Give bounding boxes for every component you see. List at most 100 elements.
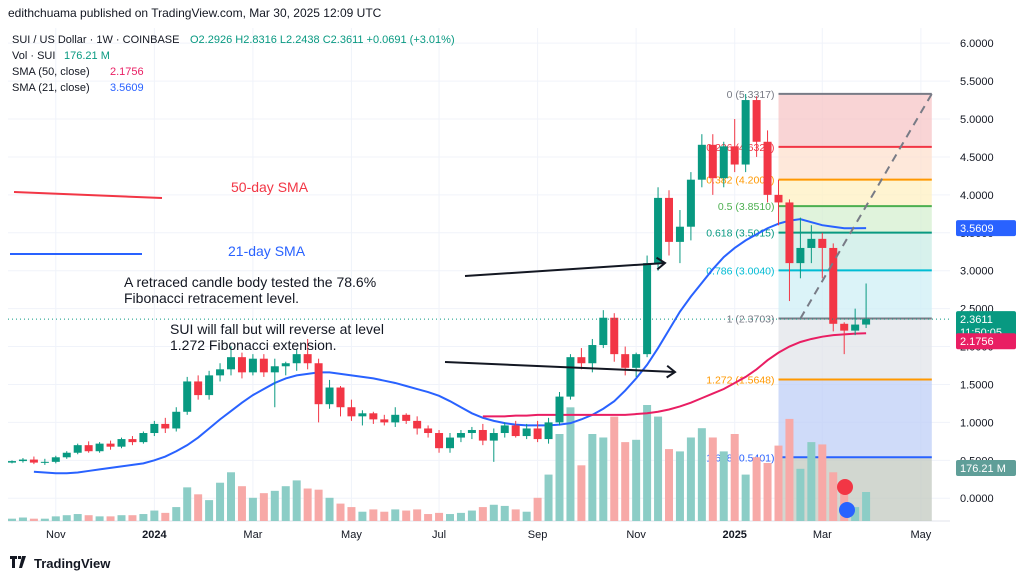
- economic-event-icon: [839, 502, 855, 518]
- annotation-arrow-extension-head: [666, 364, 677, 379]
- volume-bar: [697, 428, 706, 521]
- volume-bar: [610, 416, 619, 521]
- volume-bar: [391, 509, 400, 521]
- candle-body: [303, 354, 312, 364]
- candle-body: [194, 381, 203, 396]
- volume-bar: [40, 518, 49, 521]
- volume-bar: [8, 518, 16, 521]
- y-tick-label: 6.0000: [960, 38, 994, 50]
- candle-body: [8, 461, 16, 463]
- candle-body: [621, 354, 630, 368]
- volume-bar: [686, 437, 695, 521]
- volume-bar: [654, 416, 663, 521]
- volume-bar: [95, 516, 104, 521]
- y-tick-label: 1.0000: [960, 417, 994, 429]
- volume-bar: [588, 434, 597, 521]
- legend-symbol: SUI / US Dollar · 1W · COINBASE: [12, 34, 179, 46]
- fib-zone-band: [778, 146, 932, 180]
- legend-vol-label: Vol · SUI: [12, 50, 55, 62]
- candle-body: [686, 179, 695, 227]
- candle-body: [402, 414, 411, 421]
- volume-bar: [566, 407, 575, 521]
- x-tick-label: Mar: [813, 529, 832, 541]
- volume-bar: [555, 434, 564, 521]
- volume-bar: [467, 510, 476, 521]
- volume-bar: [522, 511, 531, 521]
- candle-body: [40, 461, 49, 463]
- volume-bar: [402, 510, 411, 521]
- annotation-note2-line2: 1.272 Fibonacci extension.: [170, 337, 337, 353]
- badge-volume-bg: [956, 460, 1016, 476]
- candle-body: [730, 146, 739, 165]
- candle-body: [840, 323, 849, 331]
- volume-bar: [358, 511, 367, 521]
- volume-bar: [719, 451, 728, 521]
- fib-level-label: 1 (2.3703): [727, 313, 775, 325]
- x-tick-label: Sep: [528, 529, 548, 541]
- fib-level-label: 0 (5.3317): [727, 89, 775, 101]
- annotation-arrow-retrace: [464, 262, 666, 277]
- candle-body: [719, 146, 728, 179]
- x-tick-label: May: [910, 529, 931, 541]
- x-tick-label: Nov: [626, 529, 646, 541]
- volume-bar: [380, 511, 389, 521]
- candle-body: [281, 363, 290, 367]
- x-tick-label: Jul: [432, 529, 446, 541]
- candle-body: [588, 345, 597, 364]
- volume-bar: [270, 490, 279, 521]
- legend-sma21-label: SMA (21, close): [12, 82, 90, 94]
- candle-body: [117, 439, 126, 447]
- volume-bar: [413, 509, 422, 521]
- candle-body: [106, 443, 115, 447]
- candle-body: [150, 423, 159, 434]
- volume-bar: [851, 507, 860, 521]
- candle-body: [347, 407, 356, 417]
- annotation-sma50: 50-day SMA: [231, 179, 309, 195]
- publisher-header: edithchuama published on TradingView.com…: [8, 6, 382, 20]
- legend-vol-value: 176.21 M: [64, 50, 110, 62]
- candle-body: [139, 433, 148, 443]
- volume-bar: [446, 514, 454, 521]
- badge-sma21-bg: [956, 220, 1016, 237]
- candle-body: [369, 413, 378, 420]
- annotation-arrow-retrace-head: [656, 256, 667, 271]
- y-tick-label: 4.5000: [960, 152, 994, 164]
- candle-body: [446, 437, 454, 449]
- candle-body: [270, 366, 279, 373]
- volume-bar: [139, 514, 148, 521]
- x-tick-label: 2025: [722, 529, 746, 541]
- volume-bar: [303, 488, 312, 521]
- volume-bar: [336, 503, 345, 521]
- candle-body: [489, 433, 498, 441]
- candle-body: [314, 363, 323, 405]
- candle-body: [216, 369, 225, 376]
- volume-bar: [51, 516, 60, 521]
- candle-body: [763, 141, 772, 195]
- x-tick-label: Mar: [243, 529, 262, 541]
- volume-bar: [752, 457, 761, 521]
- sma50-line: [482, 332, 867, 418]
- volume-bar: [533, 497, 542, 521]
- candle-body: [675, 226, 684, 242]
- badge-sma21-text: 3.5609: [960, 223, 994, 235]
- candle-body: [741, 100, 750, 165]
- fib-level-label: 0.618 (3.5015): [706, 228, 774, 240]
- volume-bar: [194, 494, 203, 521]
- volume-bar: [292, 480, 301, 521]
- candle-body: [259, 358, 268, 373]
- sma21-line: [33, 218, 867, 475]
- volume-bar: [314, 489, 323, 521]
- volume-bar: [829, 472, 838, 521]
- candle-body: [577, 357, 586, 364]
- candle-body: [358, 413, 367, 417]
- volume-bar: [708, 437, 717, 521]
- sma50-sample-line: [13, 191, 163, 199]
- x-tick-label: Nov: [46, 529, 66, 541]
- annotation-note1-line1: A retraced candle body tested the 78.6%: [124, 274, 376, 290]
- y-tick-label: 5.5000: [960, 76, 994, 88]
- volume-bar: [621, 442, 630, 521]
- footer-brand: TradingView: [34, 556, 111, 571]
- candle-body: [380, 419, 389, 423]
- volume-bar: [106, 516, 115, 521]
